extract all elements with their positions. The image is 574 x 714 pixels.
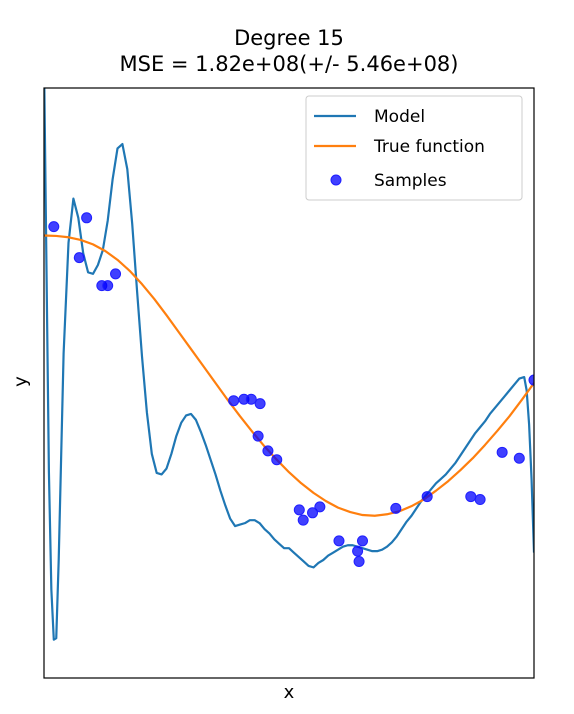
sample-point xyxy=(110,268,122,280)
sample-point xyxy=(333,535,345,547)
sample-point xyxy=(496,446,508,458)
chart-subtitle: MSE = 1.82e+08(+/- 5.46e+08) xyxy=(119,52,459,76)
sample-point xyxy=(73,252,85,264)
plot-frame xyxy=(43,87,535,679)
chart-title: Degree 15 xyxy=(234,26,344,50)
legend: Model True function Samples xyxy=(305,95,523,201)
sample-point xyxy=(465,491,477,503)
sample-point xyxy=(81,212,93,224)
sample-point xyxy=(352,545,364,557)
legend-samples-swatch xyxy=(330,174,342,186)
series-layer xyxy=(44,88,534,641)
sample-point xyxy=(293,504,305,516)
sample-point xyxy=(307,507,319,519)
sample-point xyxy=(353,555,365,567)
true-function-line xyxy=(44,234,534,517)
sample-point xyxy=(245,393,257,405)
sample-point xyxy=(474,494,486,506)
model-line xyxy=(44,88,534,641)
sample-point xyxy=(271,454,283,466)
sample-point xyxy=(262,445,274,457)
sample-point xyxy=(48,221,60,233)
sample-point xyxy=(528,374,534,386)
sample-point xyxy=(102,280,114,292)
x-axis-label: x xyxy=(283,682,295,703)
legend-model-label: Model xyxy=(374,107,425,127)
legend-box xyxy=(305,95,523,201)
sample-point xyxy=(254,398,266,410)
sample-point xyxy=(357,535,368,547)
sample-point xyxy=(252,430,264,442)
y-axis-label: y xyxy=(10,376,32,387)
sample-point xyxy=(421,491,433,503)
sample-point xyxy=(314,501,326,513)
legend-samples-label: Samples xyxy=(374,171,447,191)
sample-point xyxy=(297,514,309,526)
sample-point xyxy=(513,452,525,464)
sample-point xyxy=(390,502,402,514)
sample-point xyxy=(228,395,240,407)
legend-true-function-label: True function xyxy=(373,137,485,157)
